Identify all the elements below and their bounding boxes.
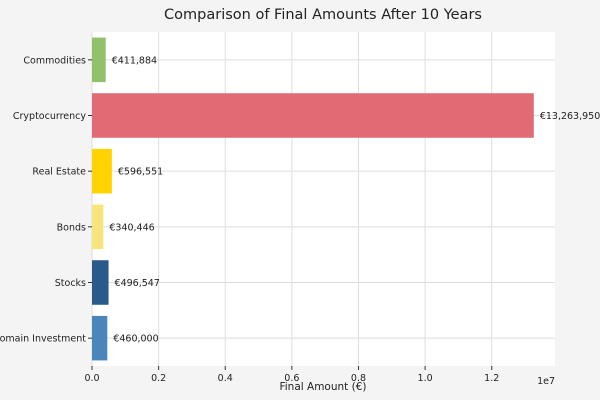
x-tick-label: 1.2 xyxy=(484,373,499,384)
category-label: Stocks xyxy=(55,278,86,289)
plot-area xyxy=(92,32,555,366)
x-tick-label: 0.6 xyxy=(284,373,299,384)
bar-real-estate xyxy=(92,148,112,194)
data-label: €496,547 xyxy=(115,278,160,289)
x-tick-label: 0.8 xyxy=(351,373,366,384)
x-axis-label: Final Amount (€) xyxy=(279,381,366,393)
data-labels: €460,000 €496,547 €340,446 €596,551 €13,263,… xyxy=(109,55,600,344)
bar-stocks xyxy=(92,260,109,305)
data-label: €13,263,950 xyxy=(540,111,600,122)
data-label: €596,551 xyxy=(118,167,163,178)
category-axis: Domain Investment Stocks Bonds Real Estate C… xyxy=(0,55,92,345)
x-tick-label: 0.4 xyxy=(218,373,233,384)
chart-title: Comparison of Final Amounts After 10 Yea… xyxy=(164,7,482,23)
category-label: Commodities xyxy=(23,55,86,66)
x-tick-label: 1.0 xyxy=(418,373,433,384)
bars xyxy=(92,37,534,361)
data-label: €340,446 xyxy=(109,222,154,233)
bar-bonds xyxy=(92,204,104,250)
category-label: Cryptocurrency xyxy=(13,111,86,122)
x-tick-label: 0.0 xyxy=(84,373,99,384)
category-label: Bonds xyxy=(57,222,86,233)
bar-cryptocurrency xyxy=(92,93,534,138)
category-label: Real Estate xyxy=(32,167,86,178)
data-label: €460,000 xyxy=(113,334,158,345)
data-label: €411,884 xyxy=(112,55,157,66)
bar-domain-investment xyxy=(92,315,108,361)
category-label: Domain Investment xyxy=(0,334,86,345)
bar-commodities xyxy=(92,37,106,83)
value-axis: 0.0 0.2 0.4 0.6 0.8 1.0 1.2 xyxy=(84,366,499,384)
x-tick-label: 0.2 xyxy=(151,373,166,384)
x-axis-scale-note: 1e7 xyxy=(537,376,555,387)
